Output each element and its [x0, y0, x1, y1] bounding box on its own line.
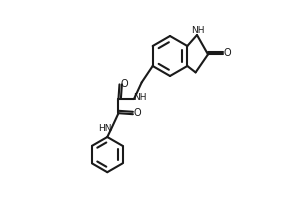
Text: O: O	[224, 48, 231, 58]
Text: HN: HN	[98, 124, 112, 133]
Text: O: O	[120, 79, 128, 89]
Text: NH: NH	[133, 94, 146, 102]
Text: NH: NH	[191, 26, 205, 35]
Text: O: O	[134, 108, 141, 118]
